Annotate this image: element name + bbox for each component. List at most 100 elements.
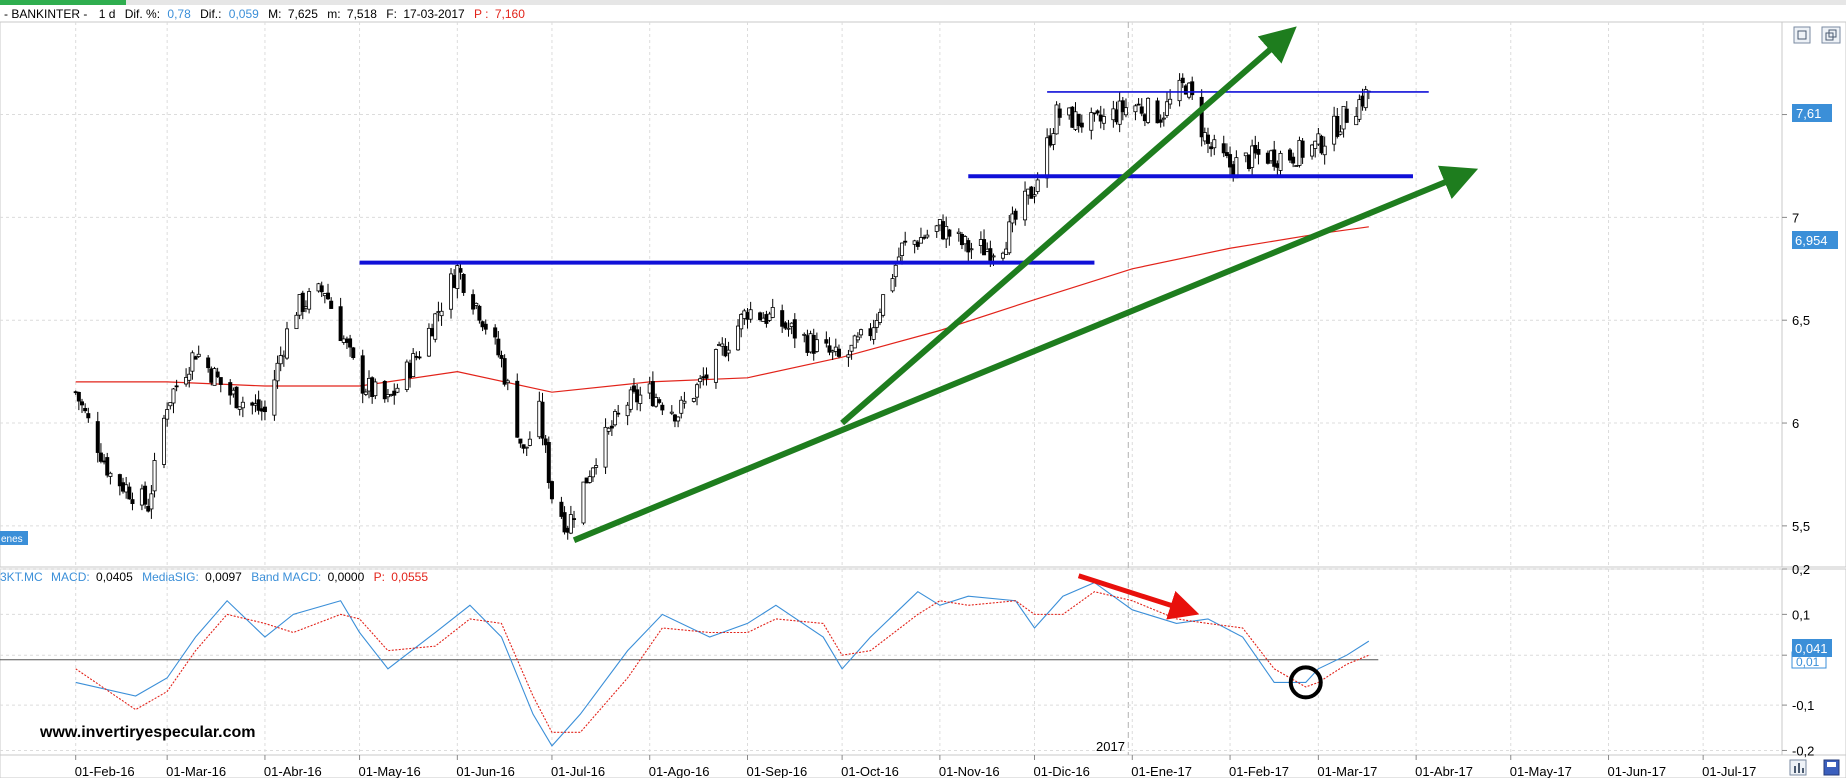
candle-body (1161, 117, 1166, 120)
candle-body (262, 406, 267, 413)
candle-body (1246, 154, 1251, 170)
ma-price-tag: 6,954 (1792, 231, 1838, 249)
save-icon[interactable] (1823, 759, 1840, 776)
candle-body (691, 398, 696, 402)
candle-body (963, 236, 968, 245)
candle-body (827, 345, 832, 353)
candle-body (404, 361, 409, 390)
candle-body (805, 335, 810, 353)
candle-body (1095, 110, 1100, 114)
candle-body (1004, 248, 1009, 255)
candle-body (250, 402, 255, 406)
candle-body (518, 438, 523, 444)
candle-body (934, 225, 939, 232)
candle-body (1253, 144, 1258, 154)
candle-body (758, 312, 763, 321)
candle-body (540, 401, 545, 439)
candle-body (1114, 109, 1119, 123)
candle-body (281, 354, 286, 358)
candle-body (184, 377, 189, 385)
candle-body (139, 488, 144, 506)
candle-body (978, 239, 983, 246)
candle-body (672, 414, 677, 422)
bar-chart-icon[interactable] (1789, 759, 1807, 776)
candle-body (329, 300, 334, 309)
candle-body (130, 499, 135, 505)
candle-body (521, 444, 526, 449)
candle-body (881, 294, 886, 316)
candle-body (1089, 112, 1094, 131)
candle-body (1123, 107, 1128, 116)
candle-body (808, 333, 813, 353)
candle-body (190, 352, 195, 372)
candle-body (231, 389, 236, 395)
header-dif-label: Dif.: (200, 7, 221, 21)
candle-body (1209, 146, 1214, 150)
candle-body (367, 377, 372, 392)
candle-body (338, 306, 343, 342)
candle-body (477, 305, 482, 321)
x-tick-label: 01-Ago-16 (649, 764, 710, 778)
candle-body (1278, 152, 1283, 171)
candle-body (609, 425, 614, 429)
candle-body (546, 441, 551, 483)
candle-body (720, 343, 725, 347)
macd-divergence-arrow (1077, 573, 1200, 620)
x-tick-label: 01-Jul-16 (551, 764, 605, 778)
candle-body (527, 438, 532, 446)
candle-body (594, 465, 599, 468)
candle-body (1319, 135, 1324, 154)
candle-body (1032, 194, 1037, 197)
candle-body (1073, 111, 1078, 130)
x-tick-label: 01-Dic-16 (1034, 764, 1090, 778)
candle-body (471, 294, 476, 310)
candle-body (436, 311, 441, 313)
candle-body (631, 385, 636, 392)
candle-body (209, 368, 214, 383)
top-strip (0, 0, 1846, 5)
candle-body (669, 411, 674, 414)
macd-cross-circle (1288, 665, 1323, 700)
candle-body (1205, 134, 1210, 144)
candle-body (1287, 149, 1292, 161)
candle-body (1079, 122, 1084, 128)
candle-body (745, 312, 750, 320)
progress-strip (0, 0, 126, 5)
candle-body (890, 278, 895, 292)
header-symbol: - BANKINTER - (4, 7, 87, 21)
candle-body (701, 376, 706, 379)
candle-body (218, 377, 223, 385)
candle-body (1133, 105, 1138, 113)
candle-body (259, 408, 264, 412)
candle-body (780, 310, 785, 327)
candle-body (411, 353, 416, 378)
macd-panel-frame (0, 568, 1783, 756)
header-date-label: F: (386, 7, 397, 21)
candle-body (1120, 100, 1125, 113)
volume-tag: enes (0, 531, 28, 545)
macd-series-macd (75, 581, 1370, 747)
candle-body (1168, 98, 1173, 105)
candle-body (1111, 108, 1116, 121)
candle-body (562, 512, 567, 533)
multi-window-icon[interactable] (1821, 26, 1841, 44)
candle-body (941, 221, 946, 240)
x-tick-label: 01-Nov-16 (939, 764, 1000, 778)
window-icon[interactable] (1793, 26, 1811, 44)
candle-body (717, 344, 722, 346)
candle-body (543, 438, 548, 446)
candle-body (877, 311, 882, 323)
candle-body (628, 389, 633, 410)
candle-body (417, 356, 422, 359)
candle-body (344, 338, 349, 343)
signal-label: MediaSIG: (142, 570, 199, 584)
candle-body (171, 388, 176, 404)
macd-tag: 0,041 (1792, 639, 1832, 657)
candle-body (792, 319, 797, 339)
candle-body (1313, 140, 1318, 149)
candle-body (704, 374, 709, 379)
candle-body (988, 248, 993, 261)
candle-body (859, 329, 864, 336)
candle-body (414, 356, 419, 358)
